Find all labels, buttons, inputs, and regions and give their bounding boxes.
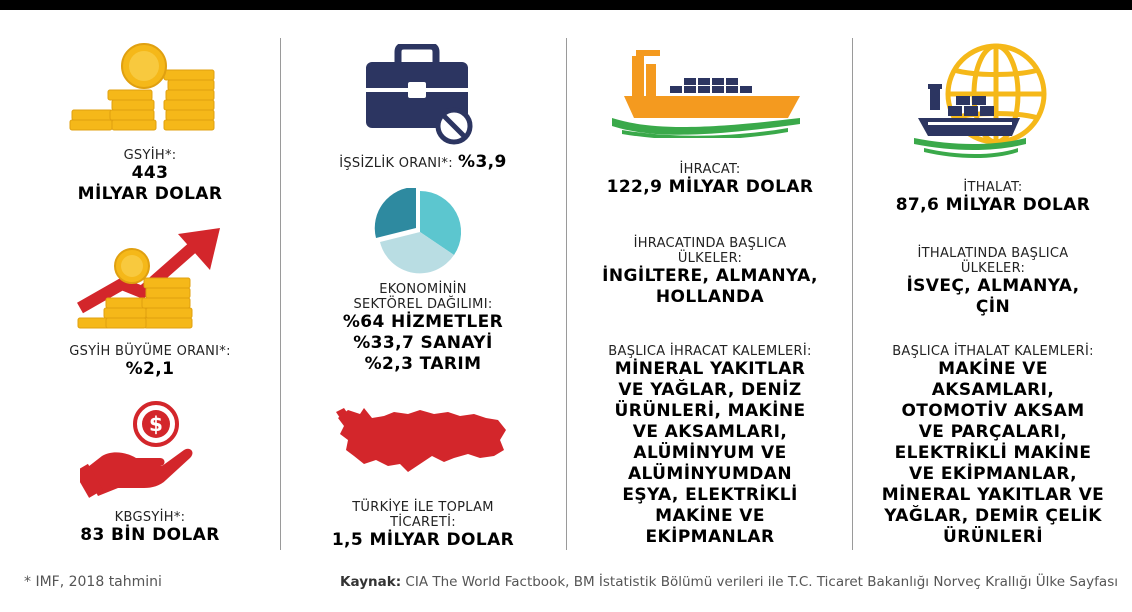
import-item: ÜRÜNLERİ [943,527,1043,547]
trade-value: 1,5 MİLYAR DOLAR [331,530,515,550]
growth-arrow-icon [77,228,220,329]
money-hand-icon: $ [80,401,193,498]
per-capita-value: 83 BİN DOLAR [80,525,220,545]
gdp-value: 443 [131,163,169,183]
coins-icon [69,43,215,131]
export-item: EŞYA, ELEKTRİKLİ [622,485,798,505]
export-value: 122,9 MİLYAR DOLAR [606,177,814,197]
source-text: CIA The World Factbook, BM İstatistik Bö… [405,574,1118,590]
cargo-ship-icon [612,50,800,138]
pie-chart-icon [374,188,462,274]
per-capita-label: KBGSYİH*: [114,510,186,525]
growth-label: GSYİH BÜYÜME ORANI*: [69,344,231,359]
export-label: İHRACAT: [679,162,741,177]
import-countries-2: ÇİN [975,297,1011,317]
export-item: EKİPMANLAR [645,527,775,547]
footnote: * IMF, 2018 tahmini [24,574,162,590]
sector-label-2: SEKTÖREL DAĞILIMI: [353,297,493,312]
briefcase-no-icon [366,44,473,145]
import-item: MİNERAL YAKITLAR VE [881,485,1105,505]
export-item: VE AKSAMLARI, [632,422,788,442]
import-value: 87,6 MİLYAR DOLAR [895,195,1091,215]
import-item: VE EKİPMANLAR, [908,464,1077,484]
export-countries: İNGİLTERE, ALMANYA, [602,266,818,286]
sector-industry: %33,7 SANAYİ [353,333,493,353]
column-divider [280,38,281,550]
trade-label-2: TİCARETİ: [390,515,456,530]
import-item: OTOMOTİV AKSAM [901,401,1085,421]
import-item: YAĞLAR, DEMİR ÇELİK [884,506,1102,526]
source-label: Kaynak: [340,574,402,590]
import-label: İTHALAT: [963,180,1023,195]
import-item: ELEKTRİKLİ MAKİNE [894,443,1092,463]
export-item: ALÜMİNYUM VE [633,443,787,463]
unemployment-label: İŞSİZLİK ORANI*: [339,156,453,171]
unemployment-value: %3,9 [458,152,507,172]
growth-value: %2,1 [125,359,175,379]
import-item: MAKİNE VE [938,359,1048,379]
import-countries: İSVEÇ, ALMANYA, [906,276,1080,296]
export-item: VE YAĞLAR, DENİZ [618,380,802,400]
column-divider [566,38,567,550]
gdp-label: GSYİH*: [123,148,177,163]
column-divider [852,38,853,550]
import-item: VE PARÇALARI, [918,422,1068,442]
export-item: ALÜMİNYUMDAN [628,464,792,484]
export-countries-label: İHRACATINDA BAŞLICA [633,236,787,251]
sector-label: EKONOMİNİN [379,282,467,297]
export-item: ÜRÜNLERİ, MAKİNE [614,401,806,421]
export-items-label: BAŞLICA İHRACAT KALEMLERİ: [608,344,812,359]
sector-services: %64 HİZMETLER [342,312,504,332]
gdp-value-unit: MİLYAR DOLAR [77,184,223,204]
import-countries-label-2: ÜLKELER: [960,261,1026,276]
export-item: MİNERAL YAKITLAR [614,359,806,379]
export-countries-2: HOLLANDA [655,287,765,307]
import-item: AKSAMLARI, [931,380,1055,400]
export-countries-label-2: ÜLKELER: [677,251,743,266]
globe-ship-icon [914,43,1047,158]
import-countries-label: İTHALATINDA BAŞLICA [917,246,1069,261]
trade-label: TÜRKİYE İLE TOPLAM [352,500,494,515]
export-item: MAKİNE VE [655,506,765,526]
top-bar [0,0,1132,10]
svg-text:$: $ [149,412,163,436]
turkey-map-icon [336,408,506,472]
import-items-label: BAŞLICA İTHALAT KALEMLERİ: [892,344,1094,359]
sector-agriculture: %2,3 TARIM [364,354,482,374]
source-line: Kaynak: CIA The World Factbook, BM İstat… [340,574,1118,590]
